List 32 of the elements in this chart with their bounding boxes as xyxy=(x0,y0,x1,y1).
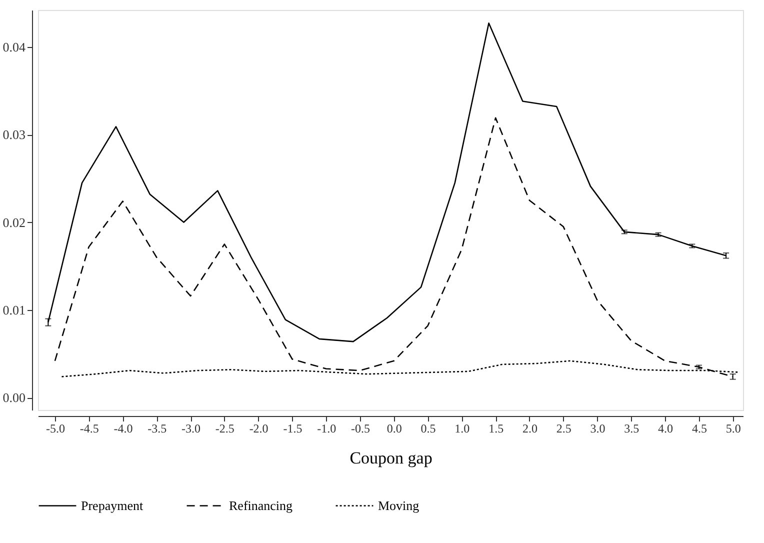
x-tick-label: 4.5 xyxy=(692,422,707,436)
x-tick-label: 4.0 xyxy=(658,422,674,436)
y-tick-label: 0.00 xyxy=(2,390,26,406)
x-tick-label: 0.5 xyxy=(420,422,436,436)
x-tick-label: -0.5 xyxy=(350,422,370,436)
x-axis-title: Coupon gap xyxy=(350,448,432,468)
x-tick-label: 1.5 xyxy=(488,422,504,436)
x-tick-label: -1.0 xyxy=(317,422,336,436)
y-tick-label: 0.03 xyxy=(2,127,26,142)
y-tick-label: 0.04 xyxy=(2,39,26,54)
x-tick-label: -4.5 xyxy=(80,422,99,436)
x-tick-label: -2.0 xyxy=(249,422,268,436)
x-tick-label: 1.0 xyxy=(454,422,470,436)
x-tick-label: 3.5 xyxy=(624,422,640,436)
x-tick-label: 2.0 xyxy=(522,422,538,436)
y-tick-label: 0.02 xyxy=(2,214,26,230)
x-tick-label: -3.5 xyxy=(148,422,167,436)
x-tick-label: 3.0 xyxy=(590,422,606,436)
y-tick-label: 0.01 xyxy=(2,302,26,318)
legend-label: Prepayment xyxy=(81,498,144,513)
x-tick-label: -2.5 xyxy=(215,422,234,436)
legend-label: Refinancing xyxy=(229,498,294,513)
line-series xyxy=(54,117,734,378)
x-tick-label: 2.5 xyxy=(556,422,572,436)
x-tick-label: 5.0 xyxy=(726,422,741,436)
line-series xyxy=(48,22,727,342)
legend-label: Moving xyxy=(378,498,420,513)
x-tick-label: -3.0 xyxy=(182,422,201,436)
x-tick-label: -1.5 xyxy=(283,422,302,436)
x-tick-label: -5.0 xyxy=(46,422,65,436)
x-tick-label: -4.0 xyxy=(114,422,133,436)
x-tick-label: 0.0 xyxy=(386,422,402,436)
